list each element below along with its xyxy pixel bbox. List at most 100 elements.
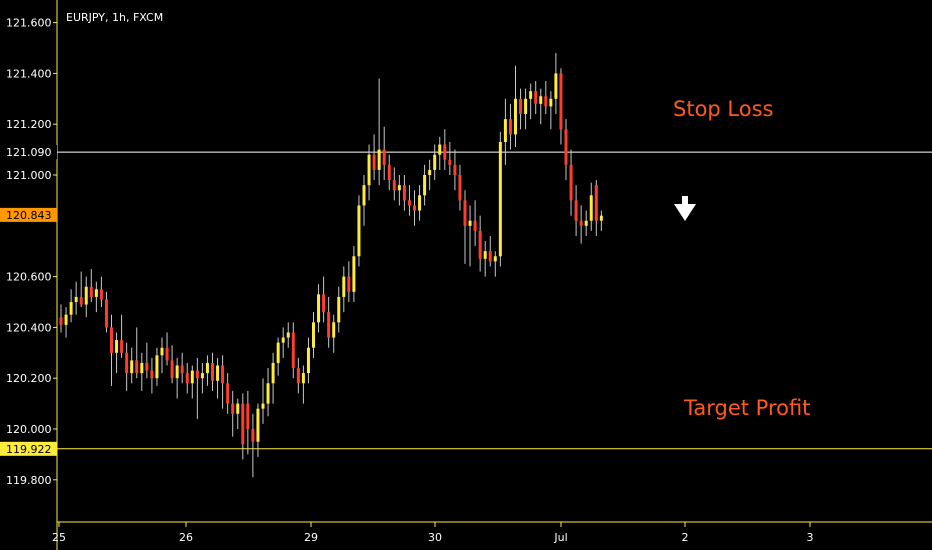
candle — [589, 182, 593, 231]
chart-title: EURJPY, 1h, FXCM — [66, 11, 163, 24]
candle — [205, 355, 209, 386]
candle — [89, 268, 93, 302]
candle — [599, 210, 603, 231]
candle-body — [493, 256, 497, 262]
candle — [367, 144, 371, 201]
candle-body — [498, 141, 502, 257]
candle — [413, 190, 416, 226]
candle-body — [554, 73, 558, 99]
candle — [59, 304, 63, 333]
y-tick-label: 121.000 — [6, 169, 52, 182]
candle-body — [261, 403, 265, 409]
candle-body — [529, 91, 533, 99]
candle-body — [564, 129, 568, 165]
candle-body — [145, 362, 149, 371]
candle — [165, 332, 169, 366]
candle-body — [594, 185, 598, 221]
x-tick-label: 3 — [807, 531, 814, 544]
candle — [402, 175, 406, 211]
candle — [312, 312, 315, 358]
candle — [145, 342, 149, 379]
candle — [79, 271, 83, 308]
candle — [407, 185, 411, 216]
candle-body — [397, 185, 401, 191]
candle-body — [387, 164, 391, 181]
candle — [458, 164, 462, 211]
candle-body — [190, 370, 194, 384]
y-tick-label: 120.200 — [6, 372, 52, 385]
candle — [448, 141, 452, 175]
candle — [377, 78, 381, 186]
candle — [574, 185, 578, 236]
candle — [120, 314, 124, 358]
candle — [443, 129, 447, 170]
candle — [190, 365, 194, 399]
candle — [503, 98, 507, 165]
candle — [362, 175, 366, 226]
candle — [559, 68, 563, 145]
candle-body — [120, 340, 124, 353]
candle-body — [544, 96, 548, 107]
candle-body — [458, 175, 462, 201]
candle — [104, 291, 108, 333]
candle — [306, 337, 310, 384]
candle-body — [180, 365, 184, 374]
candle — [342, 266, 346, 313]
candle-body — [256, 408, 260, 442]
candle — [140, 352, 144, 391]
candle — [514, 65, 517, 148]
candle — [195, 357, 199, 419]
x-tick-label: Jul — [553, 531, 567, 544]
candle — [397, 175, 401, 206]
candle-body — [352, 256, 356, 292]
candle-body — [281, 337, 285, 343]
candle — [84, 276, 88, 318]
price-levels[interactable] — [57, 151, 932, 450]
y-tick-label: 121.600 — [6, 17, 52, 30]
candle — [236, 398, 240, 429]
candle-body — [165, 347, 169, 361]
candle — [352, 246, 356, 302]
candle — [256, 403, 260, 457]
candle-body — [372, 154, 376, 170]
candle — [478, 215, 482, 272]
candle-body — [468, 220, 472, 226]
candle-body — [584, 220, 588, 226]
y-tick-label: 120.400 — [6, 321, 52, 334]
candle-body — [483, 251, 487, 259]
candle — [423, 164, 427, 206]
candle — [534, 81, 538, 115]
y-tick-label: 119.800 — [6, 474, 52, 487]
candle-body — [407, 200, 411, 206]
candle-body — [392, 180, 396, 191]
candle-body — [402, 185, 406, 201]
candle — [473, 200, 477, 247]
candle — [286, 322, 290, 348]
candle — [392, 167, 396, 201]
candle-body — [382, 149, 386, 165]
candle-body — [478, 230, 482, 259]
candle-body — [508, 119, 512, 135]
candle-body — [503, 119, 507, 142]
candle — [291, 322, 295, 379]
candle-body — [428, 169, 432, 175]
y-tick-label: 120.600 — [6, 271, 52, 284]
candle-body — [534, 91, 538, 104]
candle — [69, 289, 73, 323]
candle — [94, 281, 98, 313]
candle — [372, 134, 376, 181]
last-price-badge-text: 120.843 — [6, 209, 52, 222]
candle-body — [296, 368, 300, 384]
candle — [130, 347, 134, 384]
last-price-badge-box — [0, 207, 57, 222]
candle-body — [236, 403, 240, 414]
candle-body — [135, 360, 139, 374]
candle — [160, 337, 164, 374]
candle-body — [231, 403, 235, 414]
candle — [524, 88, 528, 130]
candle — [266, 368, 270, 417]
candle — [493, 251, 497, 277]
candle-body — [514, 98, 517, 135]
